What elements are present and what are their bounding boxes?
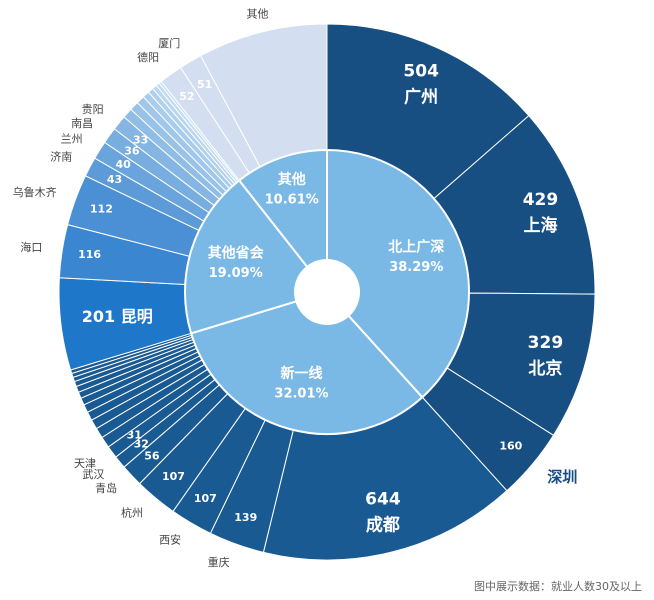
segment-value-label: 36 <box>124 145 140 158</box>
segment-city-label: 乌鲁木齐 <box>13 185 57 199</box>
segment-value-label: 56 <box>144 450 160 463</box>
segment-value-label: 107 <box>194 492 217 505</box>
segment-city-label: 上海 <box>523 215 557 236</box>
segment-city-label: 贵阳 <box>82 103 104 116</box>
segment-value-label: 429 <box>523 190 559 210</box>
inner-segment-label: 其他 <box>278 171 306 188</box>
chart-footnote: 图中展示数据：就业人数30及以上 <box>474 580 642 593</box>
segment-value-label: 139 <box>234 511 257 524</box>
inner-segment-label: 新一线 <box>280 365 322 382</box>
segment-value-label: 116 <box>78 248 101 261</box>
segment-city-label: 重庆 <box>208 555 230 569</box>
segment-value-label: 33 <box>133 133 148 146</box>
segment-city-label: 西安 <box>159 532 181 546</box>
segment-city-label: 厦门 <box>158 36 180 50</box>
segment-city-label: 德阳 <box>137 50 159 64</box>
segment-value-label: 329 <box>528 333 564 353</box>
inner-segment-percent: 10.61% <box>265 193 319 208</box>
inner-segment-percent: 19.09% <box>209 266 263 281</box>
inner-segment-label: 其他省会 <box>208 244 265 261</box>
segment-value-label: 644 <box>365 490 401 510</box>
segment-city-label: 广州 <box>404 87 438 108</box>
segment-city-label: 成都 <box>366 515 400 536</box>
inner-segment-percent: 38.29% <box>389 260 443 275</box>
inner-segment-percent: 32.01% <box>274 387 328 402</box>
segment-value-label: 52 <box>179 90 194 103</box>
segment-city-label: 海口 <box>20 240 42 254</box>
segment-city-label: 深圳 <box>547 468 577 486</box>
donut-hole <box>295 260 359 324</box>
segment-city-label: 其他 <box>246 8 268 21</box>
segment-city-label: 天津 <box>74 457 96 470</box>
segment-value-label: 51 <box>197 78 212 91</box>
inner-segment-label: 北上广深 <box>388 239 444 256</box>
segment-value-label: 32 <box>134 437 149 450</box>
segment-value-label: 160 <box>499 440 522 453</box>
segment-value-label: 504 <box>403 62 439 82</box>
segment-value-label: 112 <box>90 202 113 215</box>
segment-city-label: 兰州 <box>61 133 83 146</box>
segment-city-label: 杭州 <box>121 506 143 520</box>
segment-city-label: 武汉 <box>82 468 104 481</box>
segment-inline-label: 201 昆明 <box>82 307 153 326</box>
segment-city-label: 青岛 <box>95 481 117 495</box>
segment-value-label: 40 <box>115 158 131 171</box>
segment-city-label: 济南 <box>50 150 72 164</box>
segment-city-label: 北京 <box>528 358 562 379</box>
segment-city-label: 南昌 <box>71 117 93 130</box>
segment-value-label: 107 <box>162 470 185 483</box>
segment-value-label: 43 <box>107 173 122 186</box>
